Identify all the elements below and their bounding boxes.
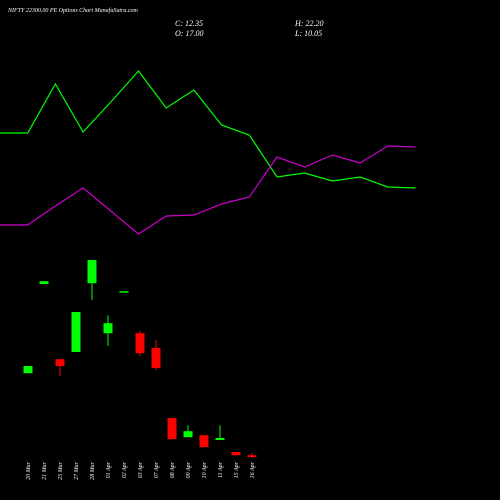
open-stat: O: 17.00 (175, 29, 203, 38)
candle-body (39, 281, 49, 284)
high-stat: H: 22.20 (294, 19, 323, 28)
candle-body (151, 348, 161, 368)
line-series (0, 70, 416, 189)
x-tick-label: 08 Apr (170, 461, 176, 478)
candle-body (103, 323, 113, 334)
candle-body (199, 435, 209, 448)
x-tick-label: 16 Apr (250, 461, 256, 478)
candle-body (167, 418, 177, 440)
x-tick-label: 11 Apr (218, 461, 224, 478)
x-tick-label: 01 Apr (106, 461, 112, 478)
x-tick-label: 09 Apr (186, 461, 192, 478)
line-series (0, 145, 416, 235)
x-tick-label: 25 Mar (58, 461, 64, 479)
candle-body (231, 452, 241, 456)
candle-body (135, 333, 145, 354)
close-stat: C: 12.35 (175, 19, 203, 28)
candle-body (215, 438, 225, 440)
x-tick-label: 02 Apr (122, 461, 128, 478)
candle-body (87, 260, 97, 284)
candle-body (71, 312, 81, 352)
low-stat: L: 10.05 (294, 29, 322, 38)
x-tick-label: 10 Apr (202, 461, 208, 478)
chart-title: NIFTY 22300.00 PE Options Chart MunafaSu… (7, 7, 139, 14)
candle-body (119, 291, 129, 293)
x-tick-label: 20 Mar (26, 461, 32, 479)
candle-body (247, 455, 257, 458)
candle-body (23, 366, 33, 374)
x-tick-label: 21 Mar (42, 461, 48, 479)
x-tick-label: 27 Mar (74, 461, 80, 479)
x-tick-label: 07 Apr (154, 461, 160, 478)
candle-body (183, 431, 193, 438)
x-tick-label: 28 Mar (90, 461, 96, 479)
x-tick-label: 15 Apr (234, 461, 240, 478)
x-tick-label: 03 Apr (138, 461, 144, 478)
candle-body (55, 359, 65, 366)
